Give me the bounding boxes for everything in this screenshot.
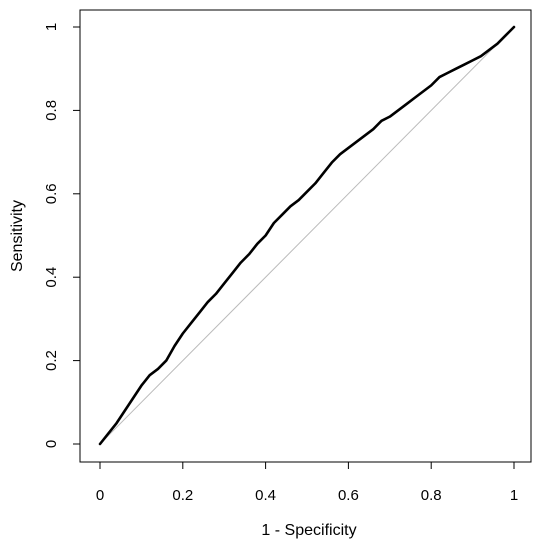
- y-tick-label: 0.8: [43, 100, 60, 121]
- x-tick-label: 0: [96, 487, 104, 504]
- roc-curve-layer: [98, 25, 516, 446]
- y-axis-title: Sensitivity: [9, 200, 26, 272]
- y-tick-label: 0.2: [43, 350, 60, 371]
- x-axis: 0 0.2 0.4 0.6 0.8 1: [96, 461, 518, 504]
- x-tick-label: 0.6: [338, 487, 359, 504]
- x-tick-label: 0.8: [421, 487, 442, 504]
- x-tick-label: 0.2: [172, 487, 193, 504]
- x-tick-label: 1: [510, 487, 518, 504]
- y-tick-label: 0: [43, 440, 60, 448]
- x-axis-title: 1 - Specificity: [261, 522, 356, 539]
- y-axis: 0 0.2 0.4 0.6 0.8 1: [43, 23, 81, 448]
- y-tick-label: 1: [43, 23, 60, 31]
- reference-diagonal-layer: [99, 26, 515, 445]
- roc-curve-line: [98, 25, 516, 446]
- y-tick-label: 0.6: [43, 183, 60, 204]
- y-tick-label: 0.4: [43, 267, 60, 288]
- x-tick-label: 0.4: [255, 487, 276, 504]
- reference-diagonal-line: [99, 26, 515, 445]
